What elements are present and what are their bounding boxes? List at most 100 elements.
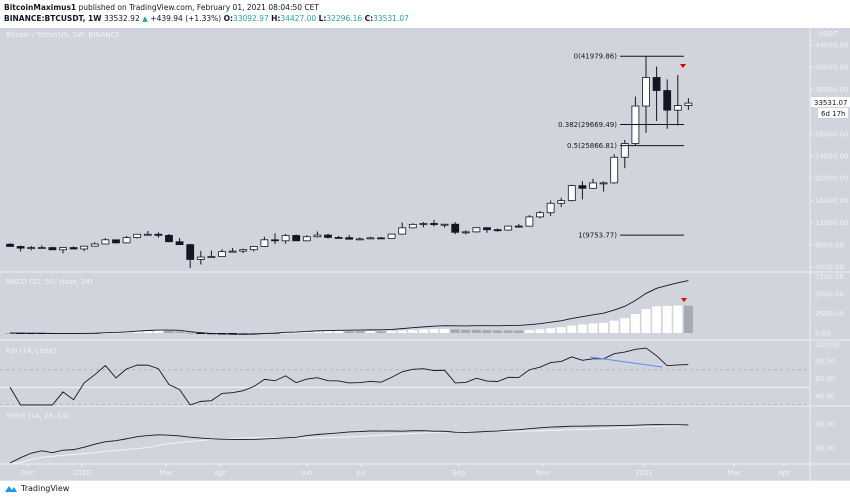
macd-histogram-bar bbox=[418, 329, 428, 333]
macd-histogram-bar bbox=[334, 331, 344, 333]
candle-bearish bbox=[48, 247, 57, 251]
candle-bearish bbox=[112, 239, 120, 244]
rsi-line bbox=[9, 347, 689, 406]
macd-histogram-bar bbox=[397, 330, 407, 333]
candle-bearish bbox=[345, 237, 354, 240]
macd-histogram-bar bbox=[365, 331, 375, 333]
macd-histogram-bar bbox=[185, 332, 195, 334]
candle-bullish bbox=[37, 247, 46, 249]
candle-bullish bbox=[440, 223, 449, 226]
chart-title: Bitcoin / TetherUS, 1W, BINANCE bbox=[6, 31, 120, 39]
last-price: 33532.92 bbox=[103, 14, 140, 23]
candle-bearish bbox=[69, 247, 78, 250]
macd-line bbox=[9, 280, 689, 335]
fib-level-label: 0.382(29669.49) bbox=[558, 121, 617, 129]
candle-bullish bbox=[355, 238, 364, 241]
price-tick-label: 4000.00 bbox=[815, 264, 844, 272]
macd-histogram-bar bbox=[535, 329, 545, 333]
macd-tick-label: 2500.00 bbox=[815, 310, 844, 318]
up-arrow-icon: ▲ bbox=[142, 14, 148, 23]
candle-bullish bbox=[101, 239, 110, 245]
macd-histogram-bar bbox=[132, 331, 142, 333]
x-tick-label: Mar bbox=[727, 469, 740, 477]
candle-bearish bbox=[652, 77, 661, 91]
macd-histogram-bar bbox=[641, 309, 651, 333]
candle-bullish bbox=[313, 234, 322, 238]
candle-bearish bbox=[514, 225, 523, 228]
rsi-tick-label: 60.00 bbox=[815, 375, 835, 383]
candle-bullish bbox=[218, 251, 226, 257]
candle-bearish bbox=[483, 227, 491, 231]
candle-bullish bbox=[27, 247, 36, 249]
candle-bullish bbox=[387, 233, 396, 239]
macd-histogram-bar bbox=[556, 327, 566, 333]
macd-tick-label: 5000.00 bbox=[815, 291, 844, 299]
macd-histogram-bar bbox=[546, 328, 556, 333]
macd-histogram-bar bbox=[620, 318, 630, 333]
high-value: 34427.00 bbox=[280, 14, 317, 23]
last-price-box bbox=[811, 97, 850, 107]
candle-bearish bbox=[154, 233, 163, 236]
tradingview-cloud-icon bbox=[5, 486, 17, 492]
candle-bullish bbox=[461, 231, 470, 234]
candle-bullish bbox=[90, 243, 99, 247]
close-label: C: bbox=[364, 14, 374, 23]
stoch-tick-label: 80.00 bbox=[815, 421, 835, 429]
currency-label: USDT bbox=[818, 30, 838, 38]
macd-histogram-bar bbox=[471, 329, 481, 333]
macd-histogram-bar bbox=[344, 331, 354, 333]
x-tick-label: Mar bbox=[159, 469, 172, 477]
candle-bearish bbox=[292, 235, 301, 242]
candle-bearish bbox=[324, 234, 332, 238]
candle-bullish bbox=[557, 200, 566, 204]
chart[interactable]: Bitcoin / TetherUS, 1W, BINANCE USDT 44000… bbox=[0, 28, 850, 481]
macd-histogram-bar bbox=[175, 331, 185, 333]
candle-bullish bbox=[281, 235, 290, 242]
close-value: 33531.07 bbox=[373, 14, 409, 23]
x-tick-label: Jul bbox=[356, 469, 366, 477]
price-tick-label: 20000.00 bbox=[815, 175, 848, 183]
price-tick-label: 24000.00 bbox=[815, 153, 848, 161]
x-tick-label: Jun bbox=[301, 469, 313, 477]
candle-bearish bbox=[175, 241, 184, 246]
macd-histogram-bar bbox=[662, 305, 672, 333]
countdown-value: 6d 17h bbox=[821, 110, 845, 118]
publication-header: BitcoinMaximus1 published on TradingView… bbox=[4, 2, 409, 24]
candle-bearish bbox=[663, 90, 672, 111]
price-tick-label: 36000.00 bbox=[815, 86, 848, 94]
macd-histogram-bar bbox=[429, 329, 439, 333]
macd-histogram-bar bbox=[281, 332, 291, 334]
price-tick-label: 8000.00 bbox=[815, 241, 844, 249]
fib-level-label: 0(41979.86) bbox=[574, 53, 618, 61]
stoch-label: Stoch (14, 28, 14) bbox=[6, 412, 69, 420]
macd-histogram-bar bbox=[5, 333, 15, 334]
tradingview-logo[interactable]: TradingView bbox=[4, 484, 69, 493]
down-arrow-icon bbox=[681, 298, 687, 302]
candle-bearish bbox=[578, 185, 587, 189]
macd-histogram-bar bbox=[323, 331, 333, 333]
change: +439.94 (+1.33%) bbox=[150, 14, 222, 23]
macd-histogram-bar bbox=[153, 330, 163, 333]
candle-bullish bbox=[207, 256, 216, 258]
x-tick-label: Nov bbox=[536, 469, 550, 477]
x-tick-label: Dec bbox=[21, 469, 35, 477]
macd-histogram-bar bbox=[577, 324, 587, 333]
macd-histogram-bar bbox=[312, 331, 322, 333]
candle-bullish bbox=[366, 237, 375, 240]
candle-bullish bbox=[239, 249, 248, 252]
x-tick-label: 2020 bbox=[73, 469, 91, 477]
rsi-trendline bbox=[589, 356, 663, 368]
macd-histogram-bar bbox=[683, 305, 693, 333]
macd-histogram-bar bbox=[482, 330, 492, 333]
macd-histogram-bar bbox=[355, 331, 365, 333]
macd-histogram-bar bbox=[609, 320, 619, 333]
candle-bullish bbox=[419, 223, 428, 225]
candle-bullish bbox=[673, 105, 682, 111]
macd-histogram-bar bbox=[652, 306, 662, 333]
candle-bullish bbox=[589, 182, 597, 189]
candle-bullish bbox=[567, 185, 576, 202]
macd-histogram-bar bbox=[630, 314, 640, 333]
macd-histogram-bar bbox=[302, 331, 312, 333]
candle-bearish bbox=[6, 243, 14, 247]
macd-histogram-bar bbox=[196, 333, 206, 334]
